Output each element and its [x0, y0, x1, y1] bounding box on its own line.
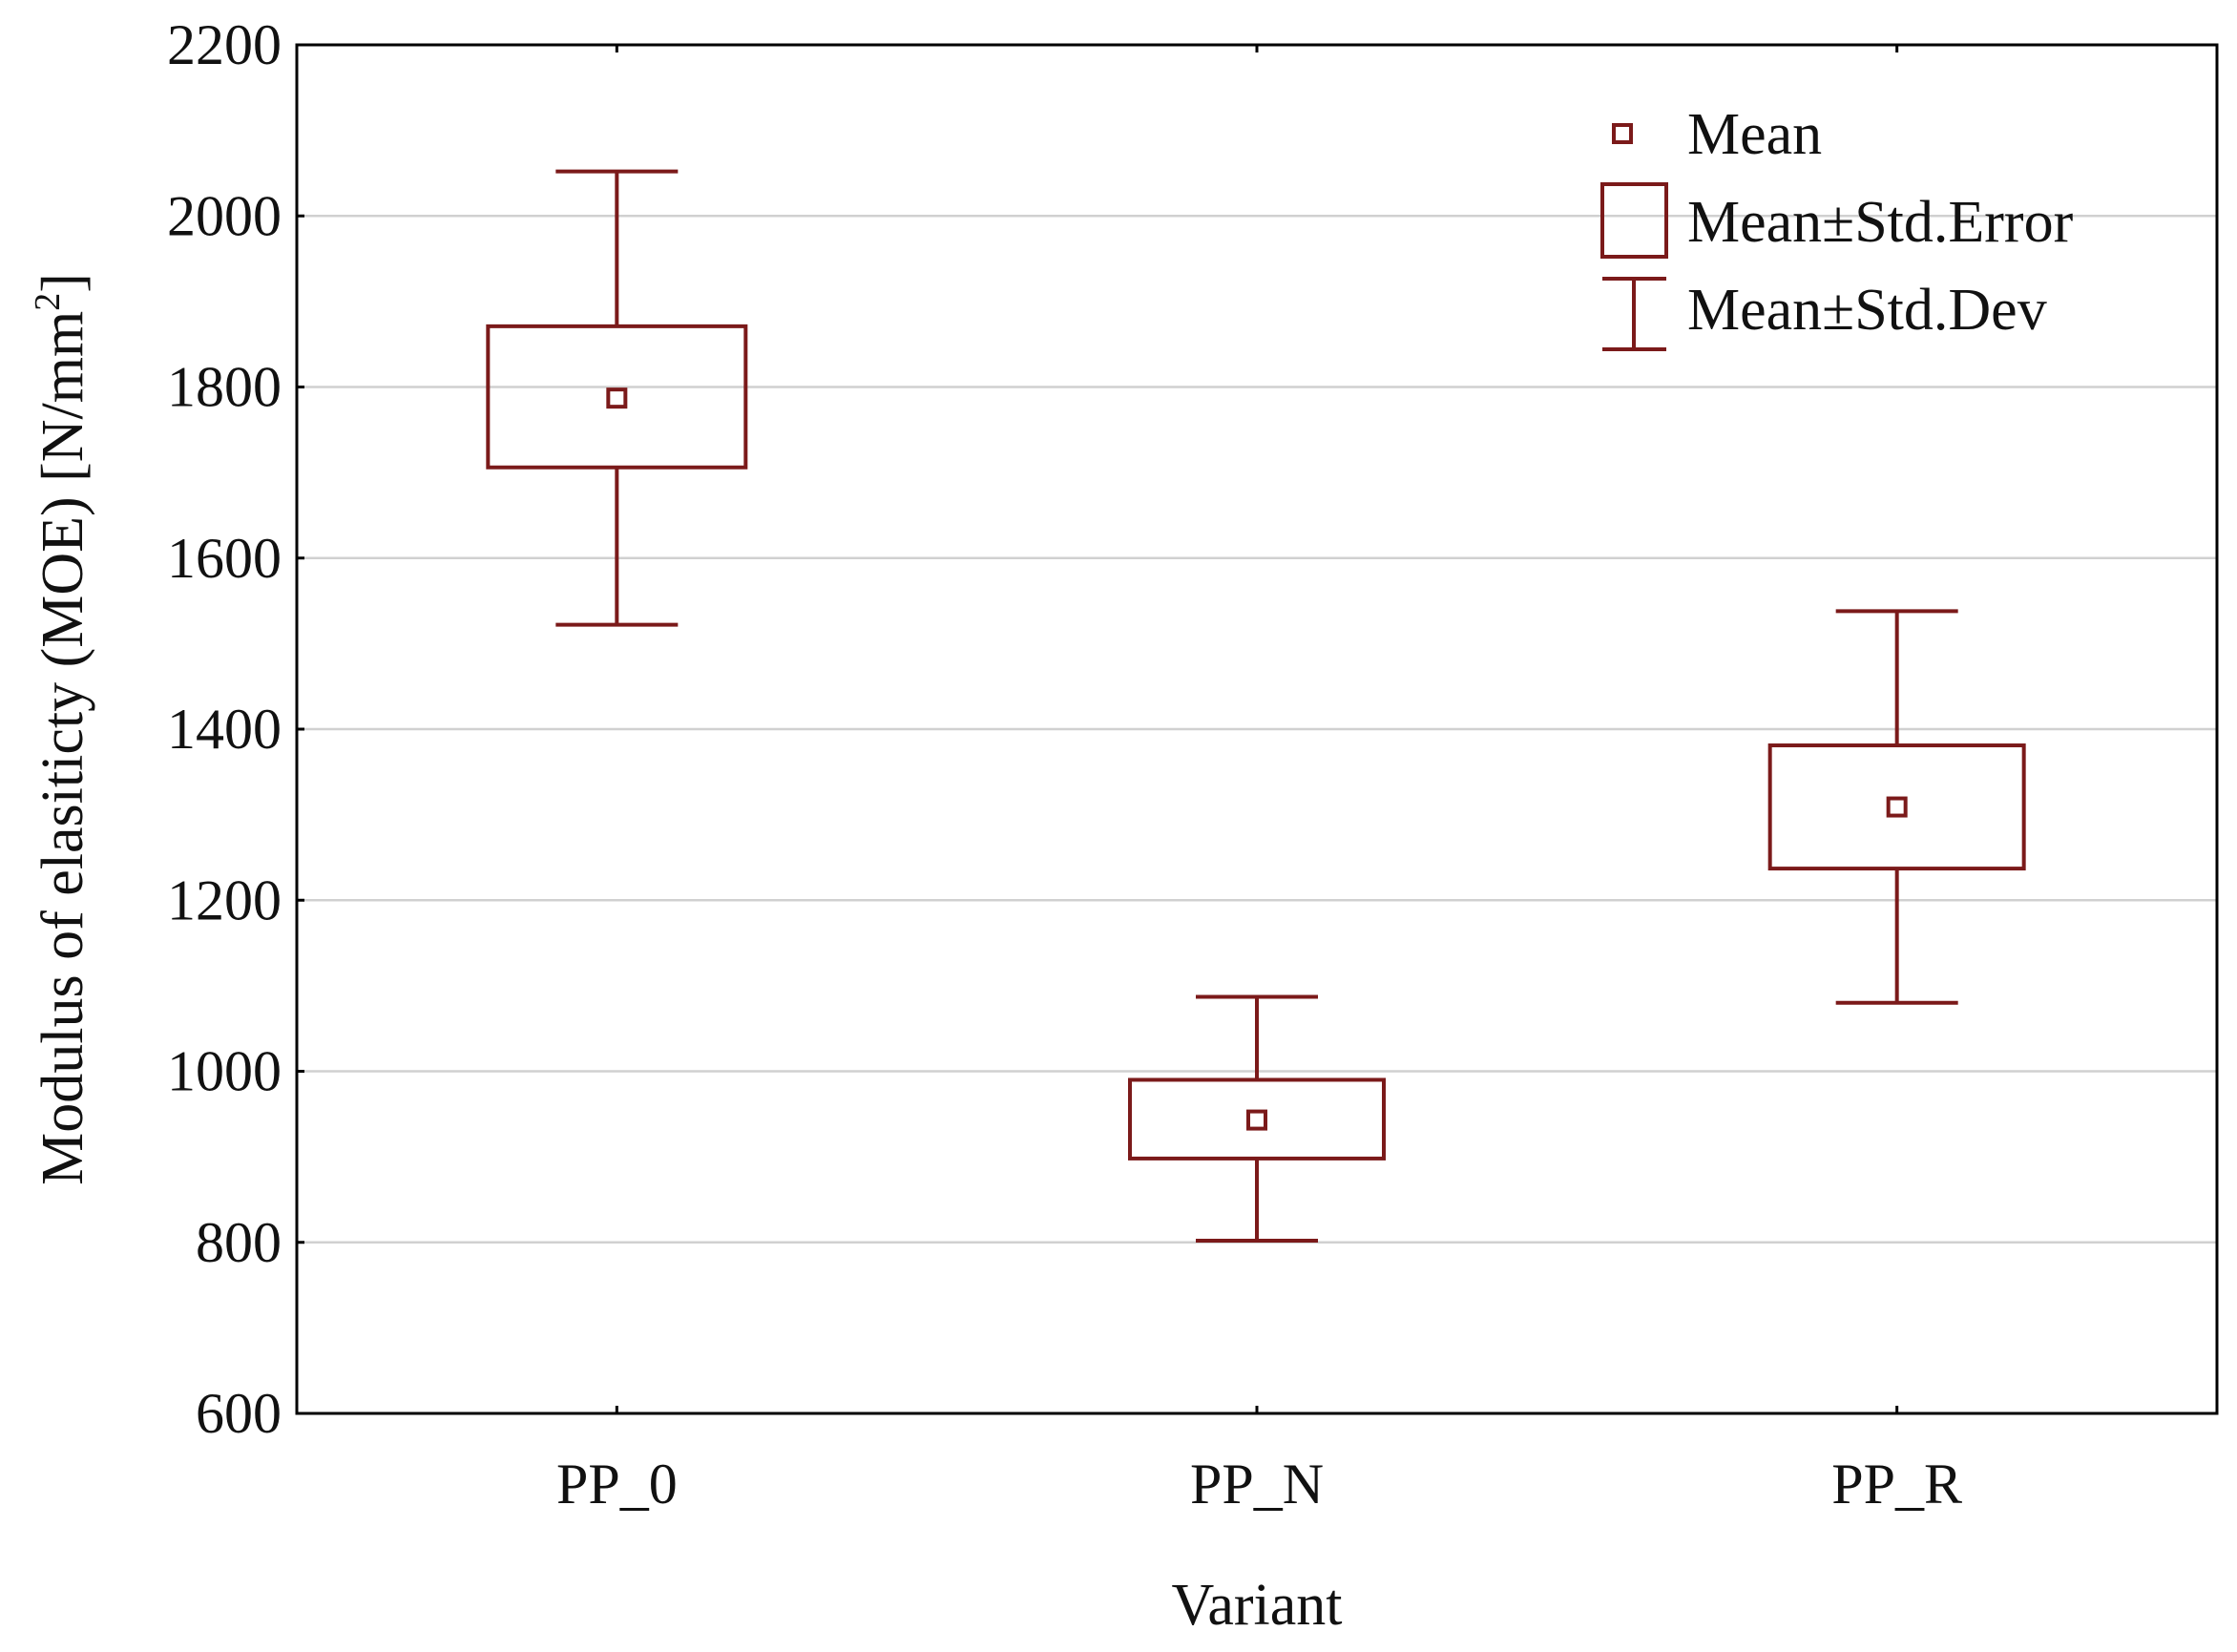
std-error-box	[1128, 1077, 1386, 1161]
y-tick-label: 600	[196, 1382, 282, 1445]
y-tick-label: 1600	[167, 527, 282, 590]
x-tick-label: PP_R	[1831, 1453, 1962, 1516]
legend-std-error-label: Mean±Std.Error	[1687, 190, 2074, 255]
mean-marker	[1246, 1109, 1267, 1131]
grid-lines	[297, 215, 2217, 1244]
box-group-pp-n	[1128, 994, 1386, 1243]
legend-std-dev-label: Mean±Std.Dev	[1687, 278, 2047, 343]
y-axis-title-main: Modulus of elasiticty (MOE) [N/mm	[31, 311, 95, 1185]
legend: Mean Mean±Std.Error Mean±Std.Dev	[1600, 102, 2074, 351]
box-group-pp-0	[486, 169, 748, 627]
legend-mean-marker	[1612, 123, 1633, 144]
y-tick-label: 2200	[167, 13, 282, 76]
y-axis-title: Modulus of elasiticty (MOE) [N/mm2]	[28, 273, 95, 1185]
legend-mean-label: Mean	[1687, 102, 1822, 167]
y-axis-title-superscript: 2	[28, 293, 68, 311]
y-tick-label: 800	[196, 1211, 282, 1274]
x-axis-title: Variant	[1171, 1573, 1342, 1638]
x-axis-ticks: PP_0 PP_N PP_R	[556, 45, 1962, 1516]
mean-marker	[1886, 796, 1908, 818]
std-error-box	[1767, 743, 2026, 871]
box-group-pp-r	[1767, 609, 2026, 1005]
legend-std-error-marker	[1600, 182, 1668, 259]
x-tick-label: PP_N	[1190, 1453, 1324, 1516]
data-marks	[486, 169, 2026, 1243]
y-axis-ticks: 600 800 1000 1200 1400 1600 1800 2000 2200	[167, 13, 304, 1445]
mean-marker	[606, 387, 628, 409]
y-axis-title-end: ]	[31, 273, 95, 293]
y-tick-label: 1200	[167, 868, 282, 931]
y-tick-label: 1800	[167, 356, 282, 419]
y-tick-label: 1400	[167, 698, 282, 761]
x-tick-label: PP_0	[556, 1453, 678, 1516]
y-tick-label: 1000	[167, 1040, 282, 1103]
std-error-box	[486, 324, 748, 470]
y-tick-label: 2000	[167, 184, 282, 247]
